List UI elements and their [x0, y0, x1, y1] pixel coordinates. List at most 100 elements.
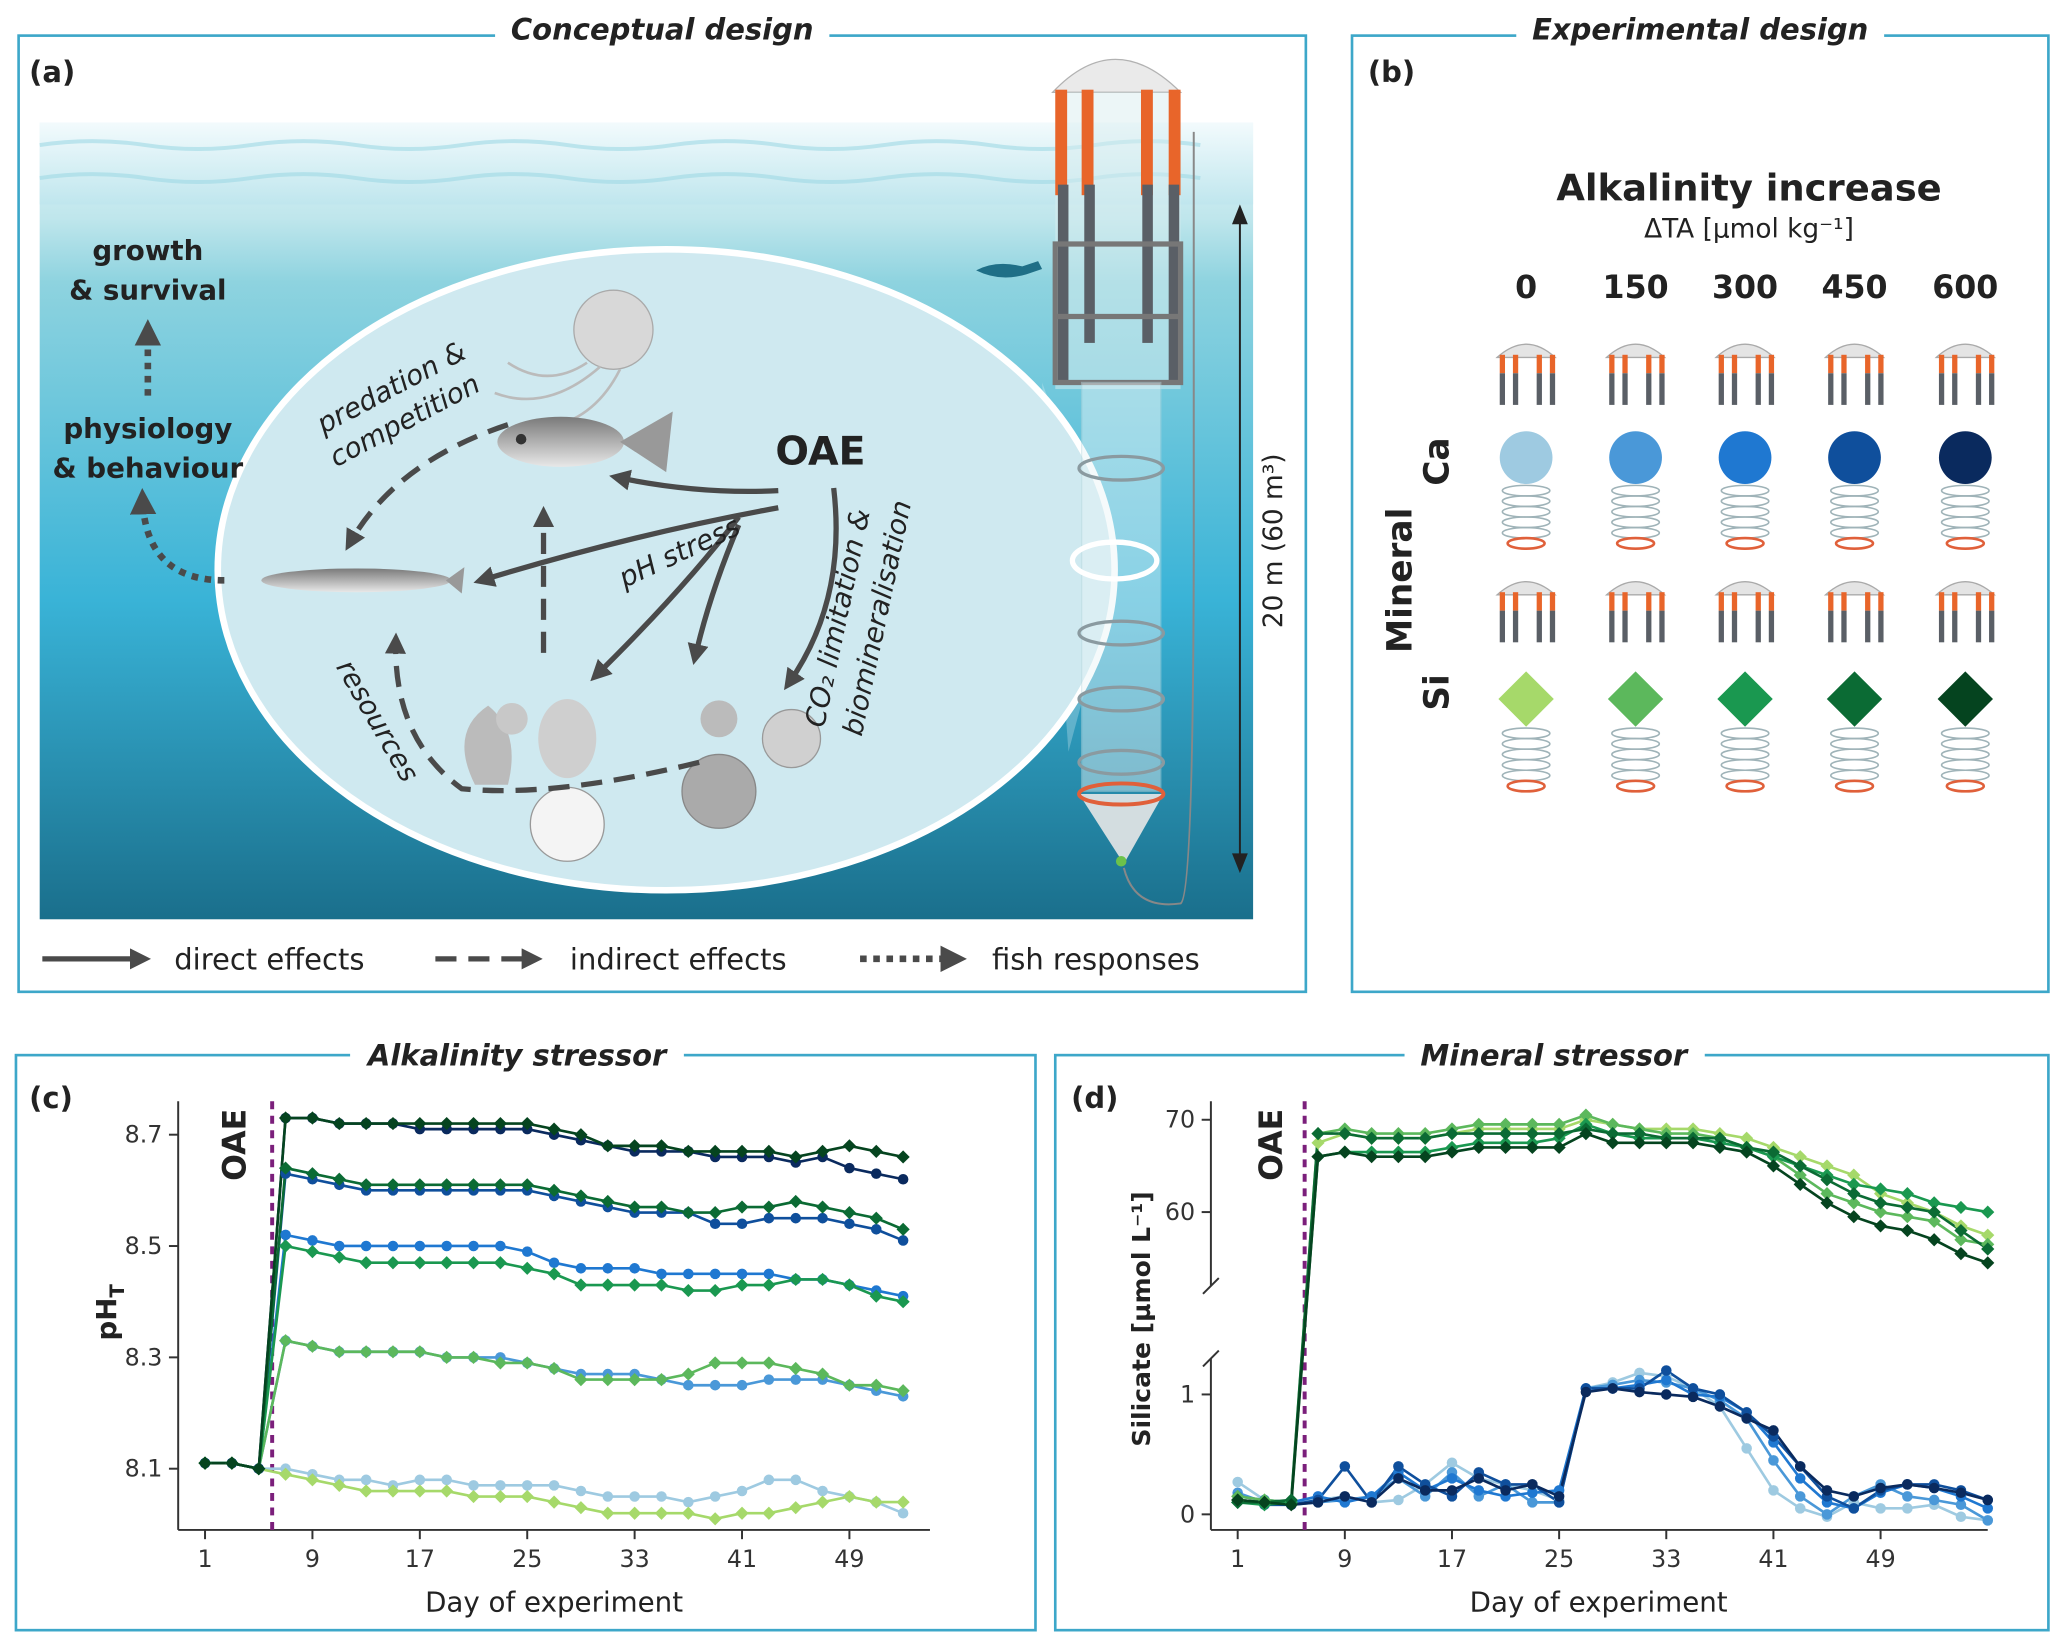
point [683, 1496, 694, 1508]
panel-label: (b) [1368, 55, 1415, 89]
point [815, 1367, 830, 1381]
chart: Alkalinity stressor (c) 1 9 17 25 33 41 49 8.1 8.3… [14, 1038, 1037, 1632]
plankton [538, 699, 597, 779]
point [332, 1478, 346, 1492]
point [842, 1378, 857, 1392]
trap-ring [1615, 779, 1656, 793]
ring [1611, 484, 1661, 497]
point [1768, 1425, 1779, 1436]
trap-ring [1077, 781, 1166, 807]
ring [1940, 737, 1990, 750]
larva-tail [445, 567, 465, 594]
point [790, 1374, 801, 1385]
series-line [1237, 1118, 1989, 1504]
point [1339, 1491, 1351, 1502]
point [1927, 1233, 1941, 1247]
point [817, 1485, 828, 1497]
point [305, 1244, 320, 1259]
ring [1720, 526, 1770, 539]
post [1755, 373, 1761, 405]
point [1928, 1494, 1940, 1506]
point [1820, 1187, 1834, 1201]
post [1142, 184, 1153, 343]
point [386, 1256, 400, 1270]
post [1622, 610, 1628, 643]
point [654, 1506, 669, 1520]
level-label: 0 [1515, 270, 1537, 306]
float [1622, 354, 1628, 374]
ring [1501, 526, 1551, 539]
point [1900, 1210, 1914, 1224]
post [1168, 184, 1180, 383]
float [1865, 354, 1871, 374]
point [681, 1367, 695, 1381]
point [628, 1506, 642, 1520]
x-tick-label: 17 [1437, 1545, 1467, 1573]
ring [1940, 727, 1990, 740]
ring [1940, 758, 1990, 772]
point [305, 1473, 320, 1487]
ring [1611, 748, 1661, 761]
post [1718, 373, 1724, 405]
point [1552, 1140, 1566, 1155]
panel-title: Mineral stressor [1420, 1039, 1689, 1073]
point [681, 1206, 695, 1220]
point [1606, 1136, 1620, 1150]
ring [1720, 516, 1770, 529]
post [1646, 610, 1652, 643]
point [520, 1489, 534, 1504]
point [601, 1373, 615, 1387]
point [1713, 1131, 1727, 1145]
point [332, 1250, 346, 1264]
frame [1055, 92, 1181, 390]
x-tick-label: 1 [1230, 1545, 1245, 1573]
point [763, 1474, 775, 1486]
level-label: 150 [1603, 270, 1669, 306]
point [1794, 1473, 1806, 1484]
point [1393, 1473, 1404, 1484]
trap-ring [1506, 536, 1546, 550]
trap-ring [1725, 536, 1765, 550]
treatment-symbol [1828, 431, 1881, 485]
sea-surface [39, 122, 1254, 205]
ring [1611, 505, 1661, 518]
ring [1720, 484, 1770, 497]
point [1902, 1479, 1913, 1490]
diver [976, 261, 1043, 278]
post [1841, 373, 1847, 405]
point [708, 1512, 722, 1526]
point [332, 1345, 346, 1359]
cage [1052, 241, 1184, 386]
point [1848, 1491, 1860, 1502]
depth-label: 20 m (60 m³) [1259, 453, 1289, 628]
label: & survival [69, 273, 226, 306]
ring [1077, 685, 1166, 713]
panel-title: Conceptual design [511, 13, 814, 47]
ring [1720, 727, 1770, 740]
point [1634, 1386, 1645, 1398]
point [1257, 1495, 1272, 1509]
indirect-arrow [384, 632, 700, 794]
point [1793, 1168, 1807, 1182]
point [520, 1261, 534, 1275]
point [468, 1480, 479, 1491]
point [1741, 1443, 1752, 1454]
trap-ring [1725, 779, 1765, 793]
point [1768, 1485, 1779, 1496]
ring [1611, 769, 1661, 782]
point [386, 1484, 400, 1498]
x-tick-label: 49 [834, 1545, 864, 1573]
point [441, 1474, 452, 1486]
post [1609, 373, 1615, 405]
point [360, 1240, 372, 1252]
point [1393, 1494, 1404, 1506]
float [1952, 354, 1958, 374]
float [1768, 354, 1775, 374]
series-line [1237, 1127, 1989, 1504]
point [789, 1501, 803, 1515]
ring [1501, 727, 1551, 740]
point [762, 1200, 776, 1214]
point [1847, 1187, 1861, 1201]
point [466, 1116, 481, 1131]
